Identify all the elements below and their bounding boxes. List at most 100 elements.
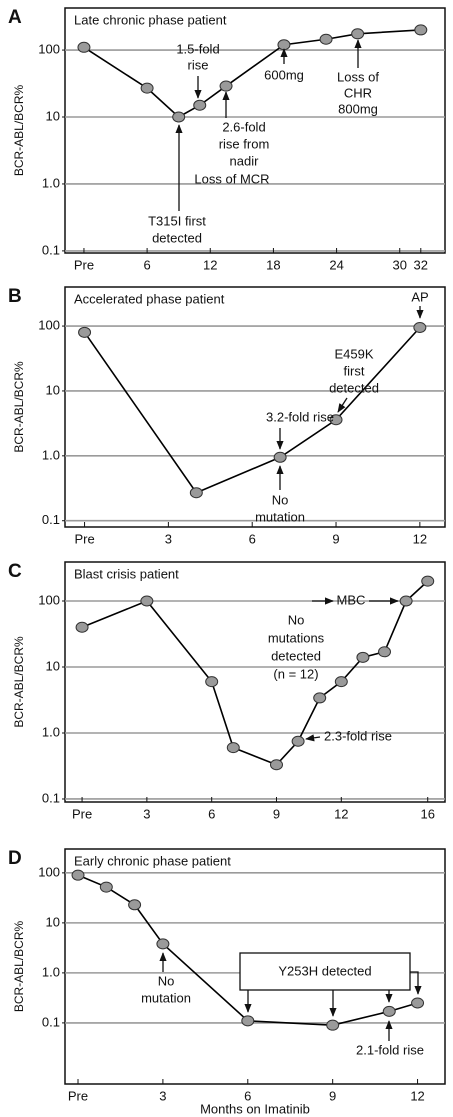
annotation-arrow — [337, 397, 348, 413]
x-tick-label: 12 — [203, 257, 217, 272]
x-tick-label: 6 — [244, 1088, 251, 1103]
x-tick-label: 3 — [159, 1088, 166, 1103]
data-point — [413, 322, 427, 334]
annotation: rise — [188, 57, 209, 72]
x-tick-label: 12 — [410, 1088, 424, 1103]
annotation: 2.1-fold rise — [356, 1042, 424, 1057]
data-point — [226, 742, 240, 754]
x-tick-label: Pre — [74, 257, 94, 272]
x-tick-label: 16 — [420, 806, 434, 821]
x-tick-label: 9 — [329, 1088, 336, 1103]
data-point — [319, 33, 333, 45]
data-point — [128, 899, 142, 911]
y-tick-label: 10 — [46, 658, 60, 673]
annotation-box — [239, 952, 411, 991]
annotation: mutation — [255, 509, 305, 524]
annotation: AP — [411, 289, 428, 304]
data-point — [351, 28, 365, 40]
annotation: No — [158, 973, 175, 988]
annotation: 600mg — [264, 67, 304, 82]
y-tick-label: 100 — [38, 318, 60, 333]
y-tick-label: 1.0 — [42, 175, 60, 190]
y-tick-label: 0.1 — [42, 1014, 60, 1029]
y-tick-label: 0.1 — [42, 512, 60, 527]
data-point — [189, 487, 203, 499]
x-tick-label: Pre — [68, 1088, 88, 1103]
y-tick-label: 100 — [38, 592, 60, 607]
x-tick-label: 6 — [249, 531, 256, 546]
data-point — [313, 692, 327, 704]
data-point — [140, 595, 154, 607]
x-tick-label: 24 — [329, 257, 343, 272]
y-tick-label: 1.0 — [42, 447, 60, 462]
data-point — [382, 1005, 396, 1017]
y-tick-label: 0.1 — [42, 242, 60, 257]
annotation: MBC — [337, 592, 366, 607]
y-axis-label: BCR-ABL/BCR% — [12, 636, 26, 728]
panel-title: Blast crisis patient — [74, 566, 179, 581]
data-point — [193, 99, 207, 111]
x-tick-label: 12 — [334, 806, 348, 821]
x-axis-label: Months on Imatinib — [200, 1101, 310, 1116]
annotation: Loss of — [337, 69, 379, 84]
data-point — [269, 759, 283, 771]
annotation: detected — [152, 230, 202, 245]
data-point — [326, 1019, 340, 1031]
annotation: CHR — [344, 85, 372, 100]
annotation: nadir — [230, 153, 260, 168]
y-tick-label: 100 — [38, 864, 60, 879]
data-point — [219, 80, 233, 92]
annotation: 3.2-fold rise — [266, 409, 334, 424]
y-tick-label: 1.0 — [42, 724, 60, 739]
x-tick-label: 9 — [273, 806, 280, 821]
data-point — [172, 111, 186, 123]
y-axis-label: BCR-ABL/BCR% — [12, 361, 26, 453]
annotation: 2.3-fold rise — [324, 728, 392, 743]
data-point — [291, 735, 305, 747]
annotation: detected — [271, 648, 321, 663]
y-tick-label: 1.0 — [42, 964, 60, 979]
y-tick-label: 100 — [38, 42, 60, 57]
x-tick-label: 30 — [393, 257, 407, 272]
data-point — [140, 82, 154, 94]
data-point — [277, 39, 291, 51]
y-axis-label: BCR-ABL/BCR% — [12, 84, 26, 176]
annotation: mutation — [141, 990, 191, 1005]
annotation: rise from — [219, 136, 270, 151]
annotation: 1.5-fold — [176, 41, 219, 56]
data-point — [329, 414, 343, 426]
annotation: detected — [329, 380, 379, 395]
panel-label: A — [8, 7, 22, 28]
plot-frame — [64, 286, 446, 528]
panel-label: B — [8, 286, 22, 307]
data-point — [399, 595, 413, 607]
x-tick-label: 18 — [266, 257, 280, 272]
plot-frame — [64, 561, 446, 803]
data-point — [241, 1015, 255, 1027]
panel-title: Early chronic phase patient — [74, 853, 231, 868]
annotation: Y253H detected — [278, 963, 371, 978]
panel-title: Late chronic phase patient — [74, 12, 227, 27]
panel-title: Accelerated phase patient — [74, 291, 225, 306]
data-point — [77, 41, 91, 53]
data-point — [273, 451, 287, 463]
data-point — [414, 24, 428, 36]
y-tick-label: 10 — [46, 108, 60, 123]
data-line — [81, 580, 429, 766]
x-tick-label: Pre — [74, 531, 94, 546]
x-tick-label: 3 — [143, 806, 150, 821]
annotation: first — [344, 363, 365, 378]
x-tick-label: 6 — [143, 257, 150, 272]
data-point — [356, 651, 370, 663]
data-point — [205, 676, 219, 688]
data-point — [421, 575, 435, 587]
data-point — [71, 869, 85, 881]
x-tick-label: 32 — [414, 257, 428, 272]
data-point — [334, 676, 348, 688]
annotation: 2.6-fold — [222, 119, 265, 134]
y-axis-label: BCR-ABL/BCR% — [12, 920, 26, 1012]
annotation-arrow — [410, 971, 422, 995]
data-point — [78, 326, 92, 338]
panel-label: D — [8, 848, 22, 869]
